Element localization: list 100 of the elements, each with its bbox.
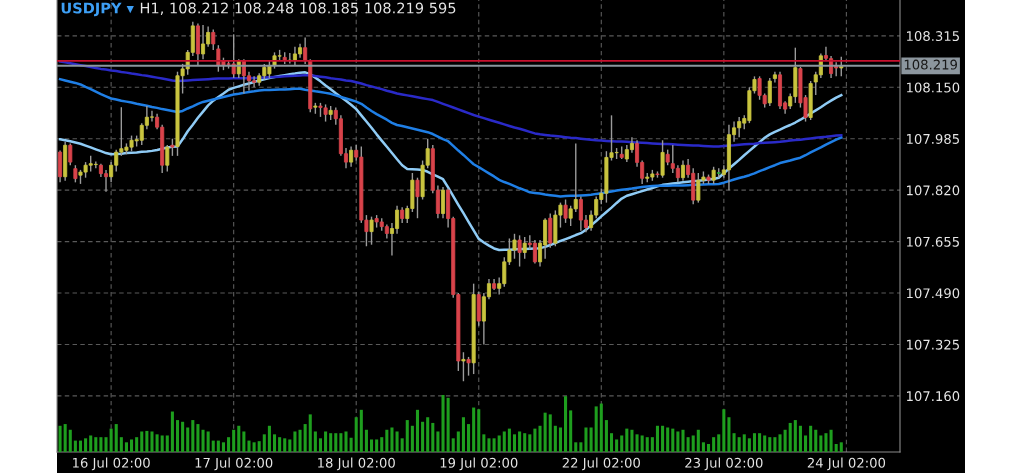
bar	[221, 442, 225, 452]
bar	[400, 438, 404, 452]
bar	[819, 435, 823, 452]
candlestick	[369, 215, 374, 246]
bar	[793, 420, 797, 452]
bar	[73, 440, 77, 452]
bar	[589, 427, 593, 452]
bar	[696, 429, 700, 452]
candlestick	[211, 28, 216, 51]
bar	[155, 434, 159, 452]
bar	[472, 407, 476, 452]
bar	[451, 438, 455, 452]
y-tick-label: 107.820	[907, 185, 960, 196]
bar	[461, 417, 465, 452]
y-tick-label: 108.315	[907, 31, 959, 42]
bar	[599, 403, 603, 452]
bar	[824, 433, 828, 452]
bar	[528, 434, 532, 452]
bar	[676, 431, 680, 452]
bar	[145, 430, 149, 452]
bar	[635, 434, 639, 452]
candlestick	[563, 198, 568, 224]
bar	[763, 435, 767, 452]
bar	[752, 433, 757, 452]
chart-subtitle: H1, 108.212 108.248 108.185 108.219 595	[140, 2, 456, 16]
bar	[242, 431, 246, 452]
bar	[446, 397, 450, 452]
bar	[344, 431, 348, 452]
bar	[99, 437, 103, 452]
bar	[783, 429, 787, 452]
bar	[181, 421, 185, 452]
bar	[68, 429, 72, 452]
bar	[533, 428, 537, 452]
bar	[421, 421, 425, 452]
bar	[681, 429, 685, 452]
bar	[594, 406, 598, 452]
bar	[252, 442, 256, 452]
bar	[257, 441, 261, 452]
bar	[89, 435, 93, 452]
bar	[518, 431, 522, 452]
candlestick	[466, 356, 471, 377]
bar	[359, 409, 363, 452]
bar	[691, 435, 695, 452]
bar	[722, 409, 726, 452]
bar	[712, 437, 716, 452]
bar	[814, 429, 818, 452]
x-tick-label: 22 Jul 02:00	[562, 457, 640, 471]
x-tick-label: 23 Jul 02:00	[685, 457, 763, 471]
bar	[364, 429, 368, 452]
bar	[809, 425, 813, 452]
bar	[370, 439, 374, 452]
bar	[778, 434, 782, 452]
bar	[288, 439, 292, 452]
bar	[640, 435, 644, 452]
bar	[758, 433, 762, 452]
bar	[829, 429, 833, 452]
bar	[436, 431, 440, 452]
bar	[104, 437, 108, 452]
bar	[354, 417, 358, 452]
bar	[645, 437, 649, 452]
bar	[135, 437, 139, 452]
bar	[804, 435, 808, 452]
bar	[655, 425, 659, 452]
bar	[553, 425, 557, 452]
bar	[768, 437, 772, 452]
bar	[211, 440, 215, 452]
candlestick	[149, 109, 154, 123]
bar	[548, 414, 552, 452]
bar	[482, 434, 486, 452]
bar	[313, 431, 317, 452]
bar	[727, 417, 731, 452]
candlestick	[201, 24, 206, 60]
bar	[415, 409, 420, 452]
candlestick	[441, 186, 446, 219]
bar	[247, 440, 251, 452]
bar	[666, 427, 670, 452]
bar	[324, 431, 328, 452]
bar	[130, 439, 134, 452]
bar	[349, 437, 353, 452]
bar	[160, 435, 164, 452]
bar	[298, 429, 302, 452]
bar	[615, 439, 619, 452]
candlestick	[68, 142, 73, 166]
bar	[191, 420, 195, 452]
bar	[512, 434, 517, 452]
bar	[798, 425, 802, 452]
bar	[467, 424, 471, 452]
bar	[278, 437, 282, 452]
bar	[564, 396, 568, 452]
y-tick-label: 107.325	[907, 339, 959, 350]
candlestick	[303, 36, 308, 65]
bar	[737, 437, 741, 452]
bar	[584, 427, 588, 452]
bar	[839, 442, 843, 452]
bar	[94, 437, 98, 452]
bar	[661, 425, 665, 452]
bar	[558, 427, 562, 452]
candlestick	[461, 351, 466, 382]
candlestick	[660, 139, 665, 179]
bar	[237, 425, 241, 452]
